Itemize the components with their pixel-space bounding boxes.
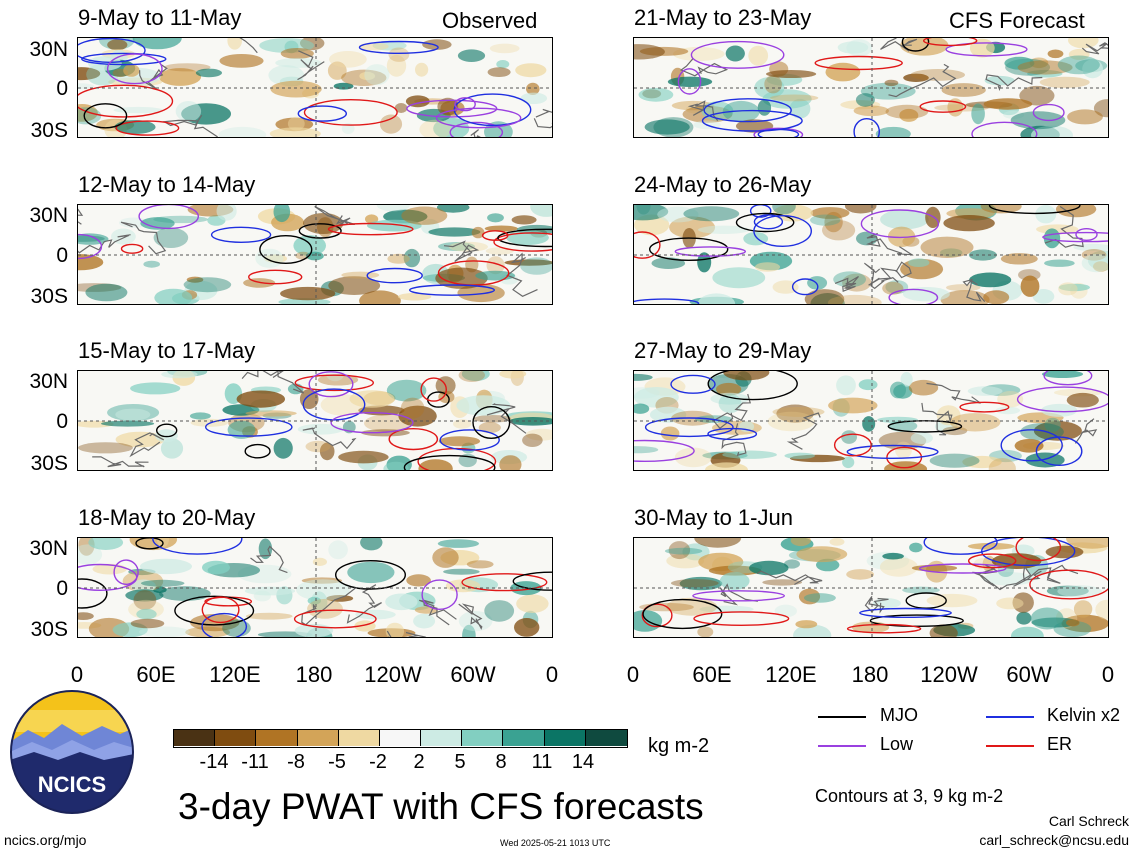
lat-label-30n: 30N	[29, 38, 68, 61]
lon-label: 60E	[136, 662, 176, 687]
legend-label-mjo: MJO	[880, 705, 918, 725]
map-panel-observed-3	[77, 370, 553, 471]
legend-label-kelvin: Kelvin x2	[1047, 705, 1121, 725]
lon-label: 120W	[920, 662, 978, 687]
map-graphic	[634, 205, 1108, 304]
legend-line-low	[818, 745, 866, 747]
legend-line-kelvin	[986, 716, 1034, 718]
colorbar-ticks: -14 -11 -8 -5 -2 2 5 8 11 14	[173, 729, 628, 789]
lat-label-0: 0	[56, 577, 68, 600]
colorbar-tick: -11	[241, 751, 269, 773]
map-graphic	[634, 538, 1108, 637]
legend-label-low: Low	[880, 734, 914, 754]
panel-title-l1: 12-May to 14-May	[78, 172, 256, 197]
colorbar-tick: 2	[413, 751, 425, 773]
colorbar	[173, 729, 628, 748]
colorbar-swatch	[338, 730, 380, 746]
colorbar-tick: -5	[328, 751, 346, 773]
colorbar-tick: 5	[454, 751, 466, 773]
panel-title-l2: 15-May to 17-May	[78, 338, 256, 363]
map-graphic	[634, 38, 1108, 137]
panel-title-r0: 21-May to 23-May	[634, 5, 812, 30]
map-graphic	[78, 205, 552, 304]
lon-label: 0	[1101, 662, 1115, 687]
panel-title-r1: 24-May to 26-May	[634, 172, 812, 197]
colorbar-tick: 11	[531, 751, 553, 773]
footer-email[interactable]: carl_schreck@ncsu.edu	[979, 832, 1129, 848]
colorbar-swatch	[503, 730, 545, 746]
observed-label: Observed	[442, 8, 538, 33]
lat-label-30s: 30S	[30, 285, 68, 308]
lon-label: 180	[295, 662, 333, 687]
lat-label-30s: 30S	[30, 452, 68, 475]
lat-label-30s: 30S	[30, 618, 68, 641]
footer-author: Carl Schreck	[1048, 813, 1129, 829]
panel-title-r3: 30-May to 1-Jun	[634, 505, 793, 530]
lat-label-0: 0	[56, 244, 68, 267]
map-graphic	[78, 38, 552, 137]
legend-line-er	[986, 745, 1034, 747]
main-title: 3-day PWAT with CFS forecasts	[178, 786, 704, 827]
colorbar-tick: 14	[571, 751, 595, 773]
lon-label: 60W	[1006, 662, 1052, 687]
colorbar-swatch	[174, 730, 216, 746]
legend-line-mjo	[818, 716, 866, 718]
map-panel-forecast-1	[633, 37, 1109, 138]
lon-label: 0	[626, 662, 640, 687]
lon-label: 0	[545, 662, 559, 687]
map-panel-observed-2	[77, 204, 553, 305]
map-panel-observed-1	[77, 37, 553, 138]
lon-label: 120E	[765, 662, 817, 687]
lat-label-0: 0	[56, 410, 68, 433]
map-graphic	[78, 371, 552, 470]
colorbar-tick: -2	[369, 751, 387, 773]
lat-label-30n: 30N	[29, 204, 68, 227]
lon-label: 120W	[364, 662, 422, 687]
colorbar-swatch	[256, 730, 298, 746]
lon-label: 120E	[209, 662, 261, 687]
footer-url[interactable]: ncics.org/mjo	[4, 832, 87, 848]
lat-label-30n: 30N	[29, 537, 68, 560]
legend-label-er: ER	[1047, 734, 1073, 754]
map-panel-forecast-4	[633, 537, 1109, 638]
lat-label-30s: 30S	[30, 119, 68, 142]
colorbar-tick: -8	[287, 751, 305, 773]
colorbar-swatch	[421, 730, 463, 746]
colorbar-swatch	[379, 730, 422, 746]
colorbar-swatch	[297, 730, 339, 746]
lon-label: 180	[851, 662, 889, 687]
panel-title-r2: 27-May to 29-May	[634, 338, 812, 363]
colorbar-tick: 8	[495, 751, 507, 773]
lat-label-0: 0	[56, 77, 68, 100]
panel-title-l0: 9-May to 11-May	[78, 5, 242, 30]
map-panel-forecast-2	[633, 204, 1109, 305]
colorbar-tick: -14	[199, 751, 229, 773]
lon-label: 60W	[450, 662, 496, 687]
logo-text: NCICS	[38, 772, 106, 797]
colorbar-swatch	[544, 730, 586, 746]
panel-title-l3: 18-May to 20-May	[78, 505, 256, 530]
map-graphic	[78, 538, 552, 637]
footer-timestamp: Wed 2025-05-21 1013 UTC	[500, 838, 611, 848]
colorbar-swatch	[585, 730, 627, 746]
colorbar-swatch	[215, 730, 257, 746]
map-panel-forecast-3	[633, 370, 1109, 471]
colorbar-swatch	[462, 730, 504, 746]
map-graphic	[634, 371, 1108, 470]
colorbar-unit: kg m-2	[648, 735, 710, 757]
contours-note: Contours at 3, 9 kg m-2	[815, 786, 1004, 806]
forecast-label: CFS Forecast	[949, 8, 1085, 33]
ncics-logo: NCICS	[10, 690, 134, 814]
lon-label: 0	[70, 662, 84, 687]
lat-label-30n: 30N	[29, 370, 68, 393]
lon-label: 60E	[692, 662, 732, 687]
map-panel-observed-4	[77, 537, 553, 638]
